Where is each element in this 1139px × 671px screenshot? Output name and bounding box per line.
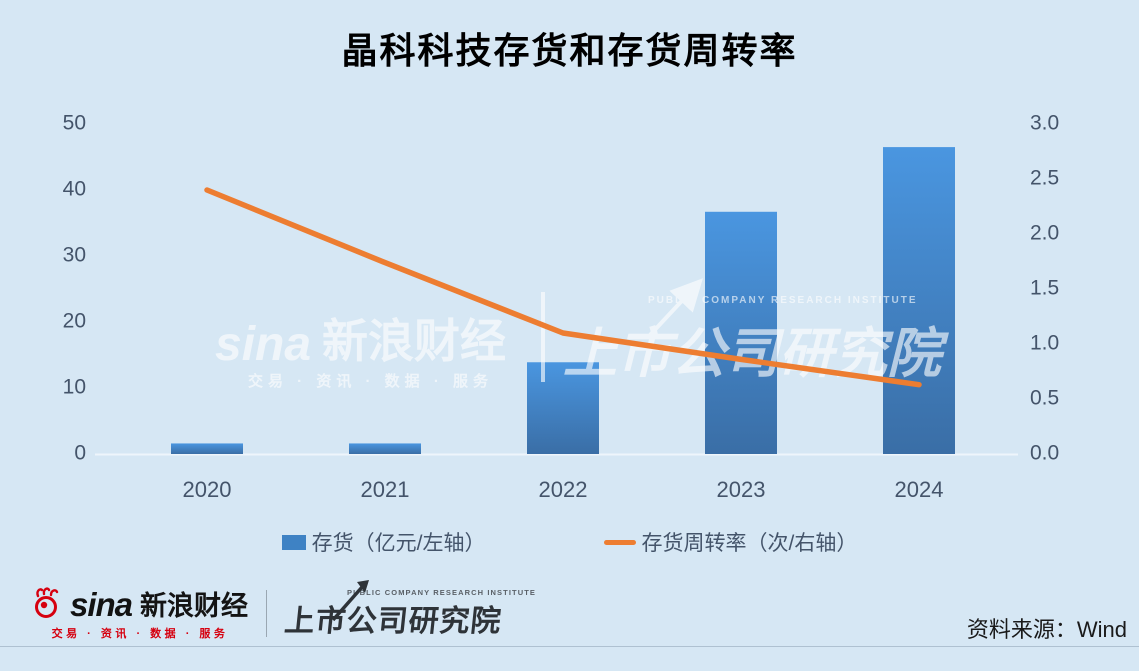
bar-2021 xyxy=(349,443,421,454)
sina-eye-icon xyxy=(35,586,59,618)
footer-rule xyxy=(0,646,1139,647)
institute-name-cn: 上市公司研究院 xyxy=(282,605,504,638)
x-label-2022: 2022 xyxy=(539,477,588,502)
right-tick-label: 1.5 xyxy=(1030,277,1059,300)
bar-2023 xyxy=(705,211,777,454)
watermark: sina 新浪财经 交易 · 资讯 · 数据 · 服务 PUBLIC COMPA… xyxy=(215,278,949,390)
right-tick-label: 0.5 xyxy=(1030,387,1059,410)
left-axis-ticks: 50 40 30 20 10 0 xyxy=(63,112,86,465)
left-tick-label: 30 xyxy=(63,244,86,267)
left-tick-label: 50 xyxy=(63,112,86,135)
left-tick-label: 20 xyxy=(63,310,86,333)
sina-finance-name: 新浪财经 xyxy=(140,590,249,621)
watermark-sina-word: sina xyxy=(215,318,311,371)
institute-arrow-icon xyxy=(331,580,370,622)
watermark-sina-tagline: 交易 · 资讯 · 数据 · 服务 xyxy=(248,372,493,390)
legend-label-turnover: 存货周转率（次/右轴） xyxy=(641,532,858,555)
turnover-line xyxy=(204,187,922,388)
sina-wordmark: sina xyxy=(70,585,133,623)
x-label-2023: 2023 xyxy=(717,477,766,502)
right-tick-label: 1.0 xyxy=(1030,332,1059,355)
bar-2024 xyxy=(883,147,955,454)
legend: 存货（亿元/左轴） 存货周转率（次/右轴） xyxy=(0,527,1139,557)
x-label-2020: 2020 xyxy=(183,477,232,502)
institute-name-en: PUBLIC COMPANY RESEARCH INSTITUTE xyxy=(347,588,536,597)
data-source-note: 资料来源：Wind xyxy=(966,617,1127,642)
bar-2022 xyxy=(527,362,599,454)
bar-series xyxy=(171,147,955,454)
right-tick-label: 2.0 xyxy=(1030,222,1059,245)
line-series-swatch-icon xyxy=(603,539,636,545)
footer-branding: sina 新浪财经 交易 · 资讯 · 数据 · 服务 PUBLIC COMPA… xyxy=(32,580,535,643)
legend-item-inventory: 存货（亿元/左轴） xyxy=(281,527,486,557)
watermark-sina-brand: 新浪财经 xyxy=(322,315,506,367)
sina-finance-logo: sina 新浪财经 交易 · 资讯 · 数据 · 服务 xyxy=(32,586,248,641)
bar-series-swatch-icon xyxy=(281,534,306,550)
combo-chart: 50 40 30 20 10 0 3.0 2.5 2.0 1.5 1.0 0.5 0.0 sina 新… xyxy=(63,112,1060,502)
legend-label-inventory: 存货（亿元/左轴） xyxy=(311,532,486,555)
left-tick-label: 40 xyxy=(63,178,86,201)
x-label-2024: 2024 xyxy=(895,477,944,502)
line-series xyxy=(204,187,922,388)
watermark-institute: 上市公司研究院 xyxy=(563,324,949,384)
footer-logo-divider xyxy=(266,589,268,637)
right-tick-label: 2.5 xyxy=(1030,167,1059,190)
left-tick-label: 10 xyxy=(63,376,86,399)
right-tick-label: 3.0 xyxy=(1030,112,1059,135)
research-institute-logo: PUBLIC COMPANY RESEARCH INSTITUTE 上市公司研究… xyxy=(282,580,535,640)
x-axis-labels: 2020 2021 2022 2023 2024 xyxy=(183,477,944,502)
sina-tagline: 交易 · 资讯 · 数据 · 服务 xyxy=(51,627,229,640)
watermark-institute-en: PUBLIC COMPANY RESEARCH INSTITUTE xyxy=(648,295,918,306)
watermark-arrow-icon xyxy=(648,278,703,337)
left-tick-label: 0 xyxy=(74,442,86,465)
legend-item-turnover: 存货周转率（次/右轴） xyxy=(603,527,858,557)
bar-2020 xyxy=(171,443,243,454)
chart-title: 晶科科技存货和存货周转率 xyxy=(341,30,798,71)
right-tick-label: 0.0 xyxy=(1030,442,1059,465)
x-label-2021: 2021 xyxy=(361,477,410,502)
right-axis-ticks: 3.0 2.5 2.0 1.5 1.0 0.5 0.0 xyxy=(1030,112,1059,465)
